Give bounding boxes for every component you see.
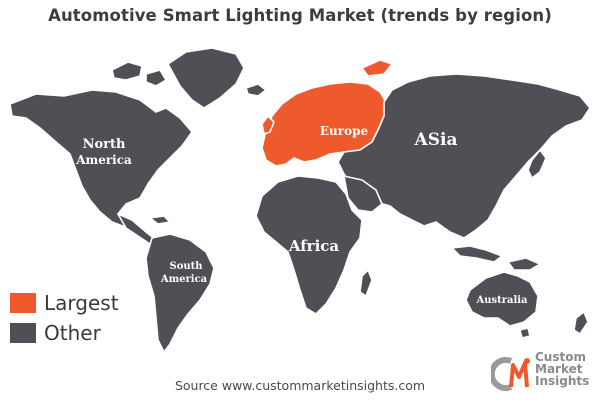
cmi-logo-icon: [491, 357, 530, 391]
legend-label-other: Other: [44, 321, 101, 345]
region-scandinavia-north: [361, 59, 393, 77]
australia-label: Australia: [475, 295, 528, 306]
region-africa: [255, 175, 363, 315]
legend-item-largest: Largest: [10, 288, 119, 318]
europe-label: Europe: [320, 124, 369, 138]
chart-title: Automotive Smart Lighting Market (trends…: [48, 6, 552, 25]
region-new-guinea: [507, 257, 541, 271]
logo-wordmark: Custom Market Insights: [535, 351, 589, 387]
region-iceland: [245, 83, 267, 97]
north-america-label-2: America: [75, 153, 132, 167]
region-madagascar: [359, 269, 373, 297]
map-legend: Largest Other: [10, 288, 119, 348]
company-logo: Custom Market Insights: [491, 351, 591, 395]
region-arctic-islands: [111, 61, 143, 81]
region-south-america: [145, 233, 215, 353]
region-arabia: [343, 175, 383, 213]
south-america-label-2: America: [160, 274, 208, 285]
region-australia: [465, 271, 539, 327]
south-america-label: South: [169, 261, 203, 272]
africa-label: Africa: [288, 237, 340, 255]
north-america-label: North: [83, 137, 126, 152]
legend-swatch-other: [10, 323, 36, 343]
region-north-america: [9, 89, 193, 229]
source-caption: Source www.custommarketinsights.com: [174, 378, 426, 393]
region-japan: [527, 149, 547, 179]
logo-line-1: Custom: [535, 350, 586, 364]
region-caribbean: [149, 215, 171, 225]
logo-line-2: Market: [535, 362, 583, 376]
legend-swatch-largest: [10, 293, 36, 313]
region-greenland: [167, 47, 245, 109]
asia-label: ASia: [414, 130, 458, 150]
region-arctic-islands-2: [145, 69, 167, 87]
region-new-zealand: [573, 311, 589, 335]
legend-label-largest: Largest: [44, 291, 119, 315]
region-tasmania: [519, 327, 531, 339]
logo-line-3: Insights: [535, 374, 590, 388]
region-indonesia: [451, 245, 503, 263]
region-uk: [261, 115, 275, 135]
legend-item-other: Other: [10, 318, 119, 348]
region-asia: [337, 73, 591, 239]
